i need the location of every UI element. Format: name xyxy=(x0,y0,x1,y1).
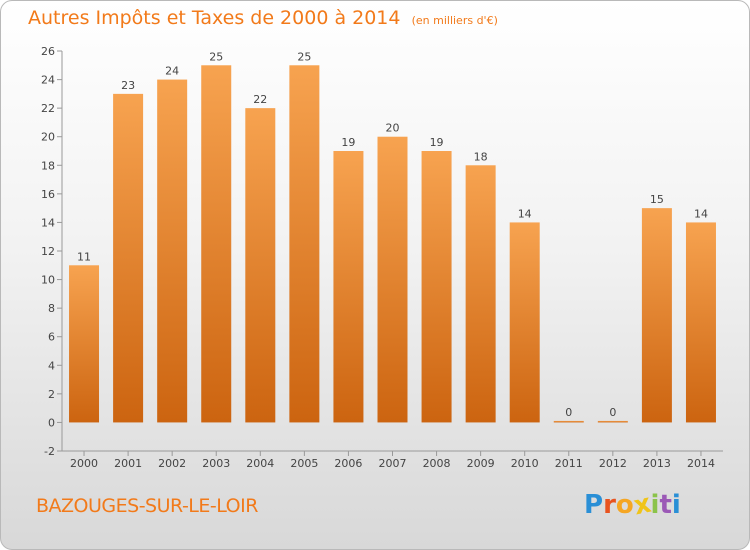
data-label: 22 xyxy=(253,93,267,106)
y-tick-label: 16 xyxy=(41,188,55,201)
y-tick-label: 10 xyxy=(41,274,55,287)
bar xyxy=(157,79,188,423)
logo-letter: t xyxy=(659,490,672,520)
data-label: 25 xyxy=(209,50,223,63)
data-label: 24 xyxy=(165,65,179,78)
x-tick-label: 2010 xyxy=(511,457,539,470)
data-label: 23 xyxy=(121,79,135,92)
bar xyxy=(201,65,232,423)
data-label: 19 xyxy=(430,136,444,149)
x-tick-label: 2003 xyxy=(202,457,230,470)
data-label: 20 xyxy=(386,122,400,135)
y-tick-label: 8 xyxy=(48,302,55,315)
x-tick-label: 2005 xyxy=(290,457,318,470)
bar xyxy=(289,65,320,423)
bar xyxy=(553,420,584,423)
chart-title-row: Autres Impôts et Taxes de 2000 à 2014 (e… xyxy=(28,7,498,29)
y-tick-label: 18 xyxy=(41,159,55,172)
y-tick-label: 6 xyxy=(48,331,55,344)
bar xyxy=(69,265,100,423)
bar xyxy=(245,108,276,423)
bar xyxy=(333,151,364,423)
y-tick-label: -2 xyxy=(44,445,55,458)
data-label: 14 xyxy=(518,207,532,220)
bars: 11 23 24 25 22 25 19 20 19 18 14 0 0 15 14 xyxy=(69,50,716,423)
y-tick-label: 4 xyxy=(48,359,55,372)
y-tick-label: 26 xyxy=(41,45,55,58)
x-tick-label: 2001 xyxy=(114,457,142,470)
logo-letter: r xyxy=(603,490,616,520)
y-tick-label: 22 xyxy=(41,102,55,115)
y-tick-label: 20 xyxy=(41,131,55,144)
y-tick-label: 0 xyxy=(48,416,55,429)
data-label: 18 xyxy=(474,150,488,163)
x-tick-label: 2009 xyxy=(467,457,495,470)
bar xyxy=(509,222,540,423)
x-tick-label: 2013 xyxy=(643,457,671,470)
x-tick-label: 2014 xyxy=(687,457,715,470)
proxiti-logo[interactable]: Proxiti xyxy=(584,489,681,522)
x-tick-label: 2012 xyxy=(599,457,627,470)
bar xyxy=(641,208,672,423)
data-label: 11 xyxy=(77,250,91,263)
x-tick-label: 2006 xyxy=(334,457,362,470)
data-label: 15 xyxy=(650,193,664,206)
logo-letter: P xyxy=(584,490,604,520)
commune-name: BAZOUGES-SUR-LE-LOIR xyxy=(36,495,258,517)
x-tick-label: 2000 xyxy=(70,457,98,470)
x-tick-label: 2007 xyxy=(379,457,407,470)
chart-subtitle: (en milliers d'€) xyxy=(411,14,498,27)
y-tick-label: 24 xyxy=(41,74,55,87)
y-tick-label: 2 xyxy=(48,388,55,401)
y-tick-label: 14 xyxy=(41,216,55,229)
bar xyxy=(421,151,452,423)
x-tick-label: 2011 xyxy=(555,457,583,470)
data-label: 14 xyxy=(694,207,708,220)
x-tick-label: 2002 xyxy=(158,457,186,470)
logo-letter: i xyxy=(671,490,681,520)
y-tick-label: 12 xyxy=(41,245,55,258)
x-tick-label: 2008 xyxy=(423,457,451,470)
chart-title: Autres Impôts et Taxes de 2000 à 2014 xyxy=(28,7,401,29)
x-tick-label: 2004 xyxy=(246,457,274,470)
x-axis: 2000 2001 2002 2003 2004 2005 2006 2007 2008 2009… xyxy=(62,450,723,470)
bar xyxy=(113,93,144,423)
logo-letter: i xyxy=(650,490,660,520)
data-label: 0 xyxy=(609,406,616,419)
bar xyxy=(597,420,628,423)
data-label: 0 xyxy=(565,406,572,419)
data-label: 19 xyxy=(341,136,355,149)
bar xyxy=(377,136,408,423)
bar xyxy=(465,165,496,423)
logo-letter: o xyxy=(615,490,634,520)
bar xyxy=(685,222,716,423)
data-label: 25 xyxy=(297,50,311,63)
